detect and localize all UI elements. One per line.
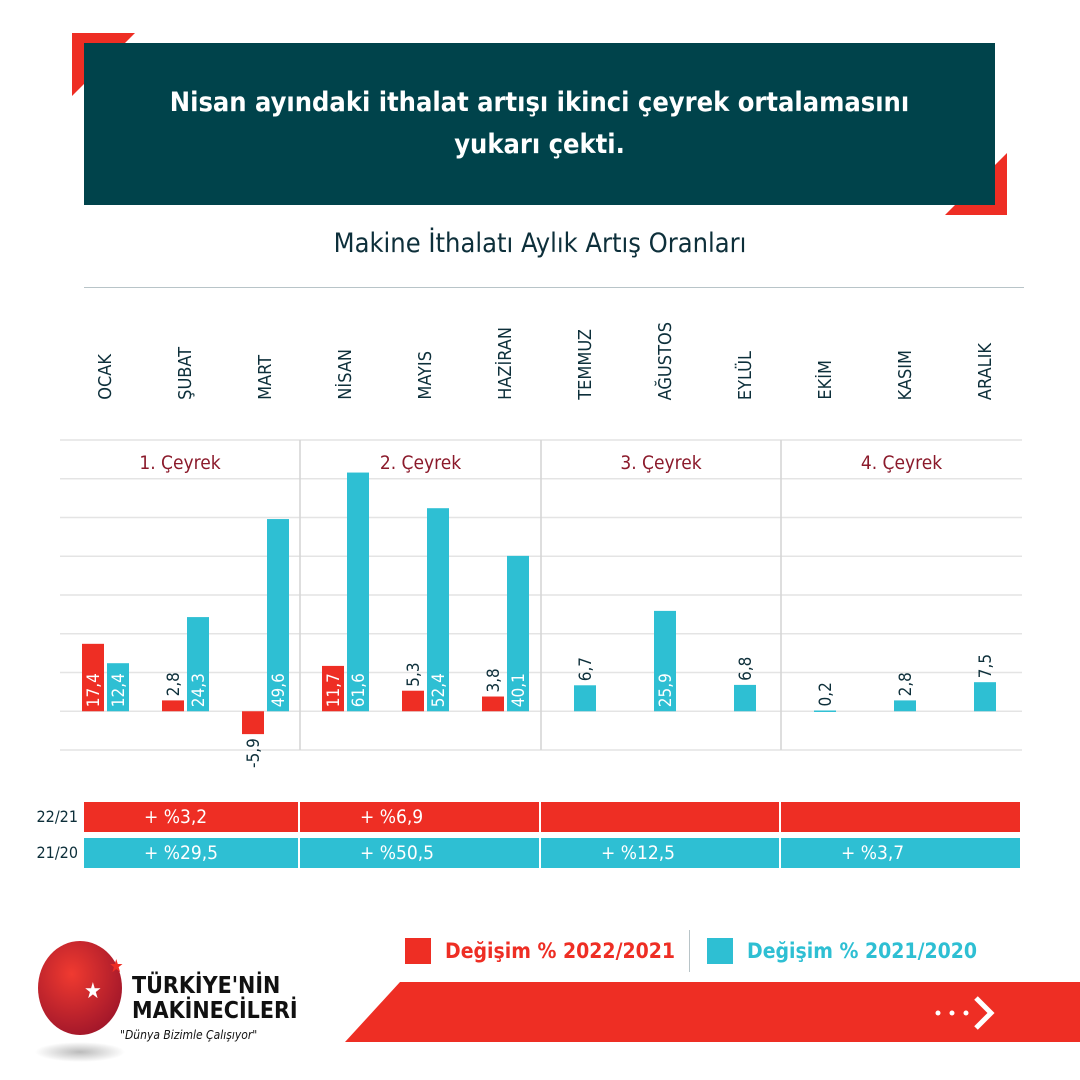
data-label: 40,1 [509, 673, 529, 707]
data-label: 12,4 [109, 673, 129, 707]
bar-2022-2021 [82, 643, 104, 712]
summary-cell: + %3,2 [84, 802, 298, 832]
legend-label: Değişim % 2022/2021 [445, 939, 676, 963]
row-label: 22/21 [36, 807, 78, 826]
logo-text: TÜRKİYE'NİN MAKİNECİLERİ [132, 974, 298, 1024]
summary-cell: + %6,9 [300, 802, 539, 832]
data-label: 0,2 [816, 682, 836, 706]
bar-2022-2021 [482, 696, 504, 712]
quarter-label: 3. Çeyrek [620, 452, 702, 474]
data-label: 49,6 [269, 673, 289, 707]
dots-chevron-right-icon[interactable] [935, 996, 995, 1030]
bar-2021-2020 [894, 700, 916, 712]
data-label: 5,3 [404, 662, 424, 686]
legend-divider [689, 930, 690, 972]
data-label: 24,3 [189, 673, 209, 707]
star-icon: ★ [84, 979, 102, 1004]
summary-cell: + %3,7 [781, 838, 1020, 868]
quarter-label: 4. Çeyrek [860, 452, 943, 474]
bar-2021-2020 [187, 617, 209, 712]
summary-cell [781, 802, 1020, 832]
bar-2021-2020 [507, 555, 529, 712]
data-label: 25,9 [656, 673, 676, 707]
data-label: 52,4 [429, 673, 449, 707]
data-label: 3,8 [484, 668, 504, 692]
bar-2021-2020 [574, 685, 596, 712]
quarter-label: 2. Çeyrek [379, 452, 462, 474]
legend-item-2021: Değişim % 2021/2020 [707, 938, 977, 964]
data-label: 7,5 [976, 654, 996, 678]
legend-swatch-cyan [707, 938, 733, 964]
data-label: 6,7 [576, 657, 596, 681]
bar-chart: 17,4 12,4 2,8 24,3-5,949,6 11,7 61,6 5,3 52,4 3,… [60, 439, 1022, 768]
footer-banner [345, 982, 1080, 1042]
bar-2022-2021 [162, 700, 184, 712]
data-label: 2,8 [164, 672, 184, 696]
logo-shadow [35, 1042, 125, 1062]
header-title: Nisan ayındaki ithalat artışı ikinci çey… [84, 43, 995, 205]
bar-2021-2020 [427, 508, 449, 712]
data-label: -5,9 [244, 738, 264, 768]
chart-title: Makine İthalatı Aylık Artış Oranları [333, 228, 747, 259]
legend-item-2022: Değişim % 2022/2021 [405, 938, 675, 964]
legend-swatch-red [405, 938, 431, 964]
summary-cell: + %12,5 [541, 838, 779, 868]
data-label: 17,4 [84, 673, 104, 707]
bar-2022-2021 [242, 711, 264, 735]
divider [84, 287, 1024, 288]
data-label: 61,6 [349, 673, 369, 707]
bar-2021-2020 [654, 610, 676, 712]
bar-2021-2020 [814, 710, 836, 712]
bar-2021-2020 [267, 519, 289, 712]
footer-graphic: ★ ★ [35, 941, 1080, 1062]
logo-line1: TÜRKİYE'NİN [132, 973, 281, 999]
data-label: 2,8 [896, 672, 916, 696]
bar-2021-2020 [974, 682, 996, 712]
bar-2021-2020 [347, 472, 369, 712]
bar-2021-2020 [734, 684, 756, 712]
row-label: 21/20 [36, 843, 78, 862]
bar-2022-2021 [322, 665, 344, 712]
bar-2022-2021 [402, 690, 424, 712]
summary-cell: + %50,5 [300, 838, 539, 868]
summary-cell: + %29,5 [84, 838, 298, 868]
logo-circle [38, 941, 122, 1035]
legend-label: Değişim % 2021/2020 [747, 939, 978, 963]
data-label: 11,7 [324, 673, 344, 707]
star-icon: ★ [109, 956, 124, 977]
summary-cell [541, 802, 779, 832]
logo-line2: MAKİNECİLERİ [132, 998, 298, 1024]
bar-2021-2020 [107, 663, 129, 712]
data-label: 6,8 [736, 657, 756, 681]
quarter-label: 1. Çeyrek [139, 452, 221, 474]
logo-tagline: "Dünya Bizimle Çalışıyor" [120, 1028, 258, 1042]
